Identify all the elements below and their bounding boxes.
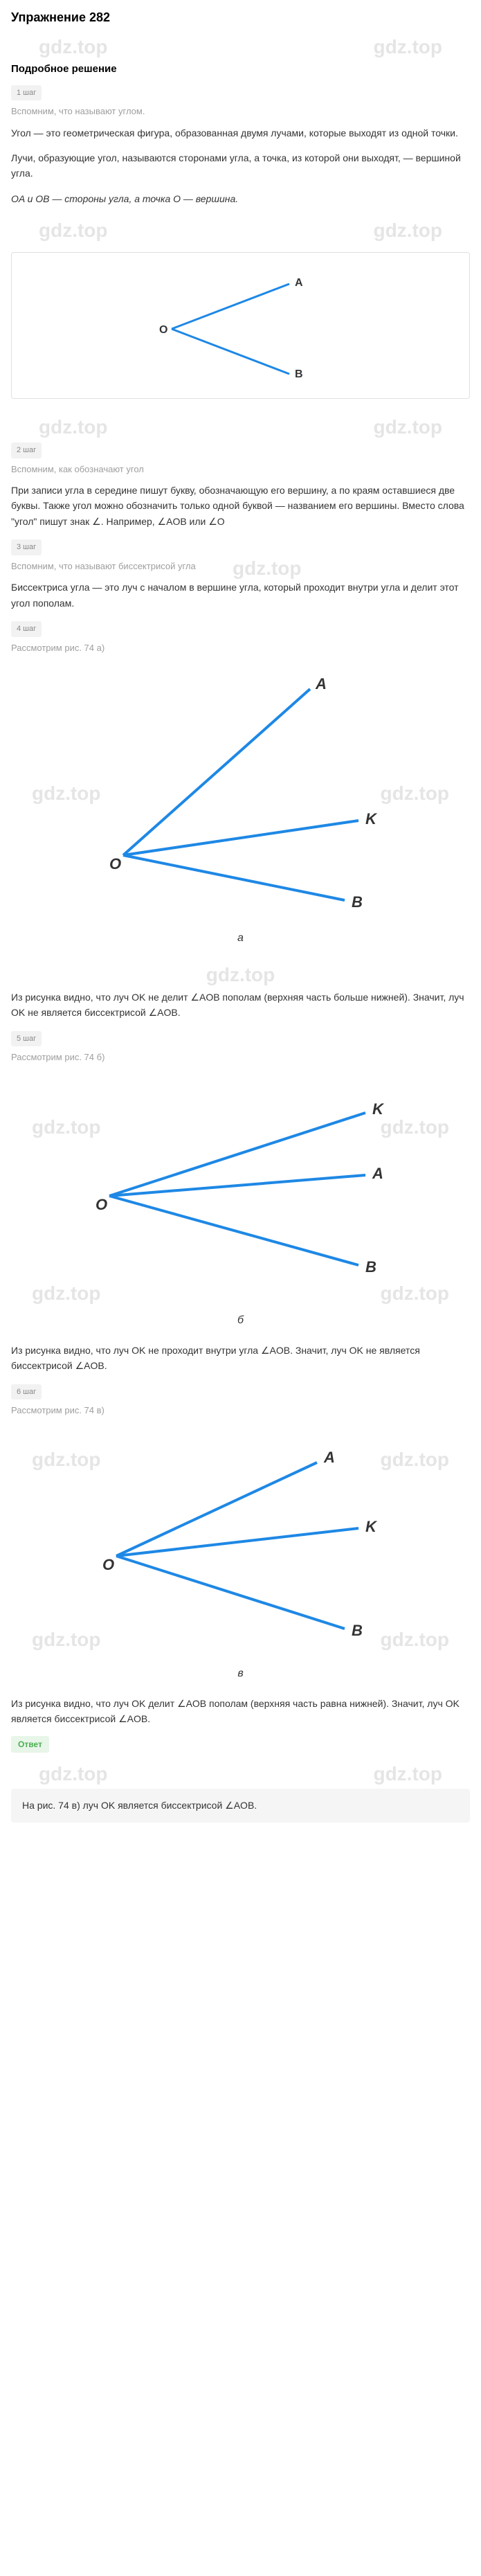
svg-text:A: A bbox=[315, 675, 327, 692]
watermark: gdz.top bbox=[39, 33, 108, 62]
watermark: gdz.top bbox=[39, 413, 108, 442]
paragraph: При записи угла в середине пишут букву, … bbox=[11, 483, 470, 529]
diagram-a-wrapper: A K B O gdz.top gdz.top bbox=[11, 661, 470, 924]
figure-label: а bbox=[11, 930, 470, 947]
svg-text:A: A bbox=[323, 1449, 335, 1466]
step-badge-2: 2 шаг bbox=[11, 442, 42, 458]
watermark: gdz.top bbox=[373, 216, 442, 245]
step-badge-5: 5 шаг bbox=[11, 1031, 42, 1047]
step-hint: Рассмотрим рис. 74 а) bbox=[11, 641, 470, 655]
svg-text:B: B bbox=[365, 1258, 376, 1276]
svg-text:O: O bbox=[96, 1196, 107, 1213]
answer-box: На рис. 74 в) луч OK является биссектрис… bbox=[11, 1789, 470, 1823]
watermark: gdz.top bbox=[373, 1760, 442, 1789]
watermark: gdz.top bbox=[39, 216, 108, 245]
diagram-v-svg: A K B O bbox=[68, 1424, 414, 1660]
svg-text:O: O bbox=[102, 1556, 114, 1573]
watermark-row: gdz.top gdz.top bbox=[11, 1760, 470, 1789]
svg-text:O: O bbox=[109, 855, 121, 873]
svg-text:K: K bbox=[365, 810, 378, 828]
exercise-title: Упражнение 282 bbox=[11, 8, 470, 27]
watermark: gdz.top bbox=[373, 33, 442, 62]
svg-text:B: B bbox=[295, 368, 303, 380]
diagram-a-svg: A K B O bbox=[68, 661, 414, 924]
watermark: gdz.top bbox=[380, 1445, 449, 1474]
figure-label: в bbox=[11, 1665, 470, 1682]
angle-svg: A B O bbox=[144, 260, 338, 391]
paragraph: Угол — это геометрическая фигура, образо… bbox=[11, 125, 470, 141]
diagram-angle-basic: A B O bbox=[11, 252, 470, 399]
step-badge-3: 3 шаг bbox=[11, 539, 42, 555]
step-hint: Вспомним, что называют биссектрисой угла… bbox=[11, 560, 470, 573]
paragraph: OA и OB — стороны угла, а точка O — верш… bbox=[11, 191, 470, 206]
watermark: gdz.top bbox=[380, 1625, 449, 1654]
watermark: gdz.top bbox=[380, 1279, 449, 1308]
watermark-row: gdz.top gdz.top bbox=[11, 413, 470, 442]
step-badge-1: 1 шаг bbox=[11, 85, 42, 101]
svg-text:K: K bbox=[365, 1518, 378, 1535]
watermark: gdz.top bbox=[233, 554, 302, 583]
watermark-row: gdz.top bbox=[11, 960, 470, 990]
diagram-b-wrapper: K A B O gdz.top gdz.top gdz.top gdz.top bbox=[11, 1071, 470, 1307]
watermark: gdz.top bbox=[380, 779, 449, 808]
watermark: gdz.top bbox=[206, 960, 275, 990]
watermark-row: gdz.top gdz.top bbox=[11, 33, 470, 62]
paragraph: Лучи, образующие угол, называются сторон… bbox=[11, 150, 470, 181]
answer-badge: Ответ bbox=[11, 1736, 49, 1753]
watermark: gdz.top bbox=[32, 1279, 101, 1308]
svg-text:O: O bbox=[159, 324, 167, 336]
watermark: gdz.top bbox=[373, 413, 442, 442]
conclusion: Из рисунка видно, что луч OK делит ∠AOB … bbox=[11, 1696, 470, 1727]
conclusion: Из рисунка видно, что луч OK не проходит… bbox=[11, 1343, 470, 1374]
step-hint: Вспомним, как обозначают угол bbox=[11, 463, 470, 476]
diagram-v-wrapper: A K B O gdz.top gdz.top gdz.top gdz.top bbox=[11, 1424, 470, 1660]
conclusion: Из рисунка видно, что луч OK не делит ∠A… bbox=[11, 990, 470, 1021]
watermark-row: gdz.top gdz.top bbox=[11, 216, 470, 245]
step-badge-6: 6 шаг bbox=[11, 1384, 42, 1400]
watermark: gdz.top bbox=[32, 779, 101, 808]
watermark: gdz.top bbox=[32, 1113, 101, 1142]
watermark: gdz.top bbox=[32, 1625, 101, 1654]
step-hint: Рассмотрим рис. 74 в) bbox=[11, 1404, 470, 1417]
watermark: gdz.top bbox=[380, 1113, 449, 1142]
step-hint: Рассмотрим рис. 74 б) bbox=[11, 1050, 470, 1064]
watermark: gdz.top bbox=[39, 1760, 108, 1789]
subtitle: Подробное решение bbox=[11, 62, 470, 78]
diagram-b-svg: K A B O bbox=[68, 1071, 414, 1307]
step-hint: Вспомним, что называют углом. bbox=[11, 105, 470, 118]
svg-text:A: A bbox=[295, 277, 303, 289]
svg-text:B: B bbox=[352, 1622, 363, 1639]
paragraph: Биссектриса угла — это луч с началом в в… bbox=[11, 580, 470, 611]
svg-text:B: B bbox=[352, 893, 363, 911]
svg-text:A: A bbox=[372, 1165, 383, 1182]
step-badge-4: 4 шаг bbox=[11, 621, 42, 637]
watermark: gdz.top bbox=[32, 1445, 101, 1474]
figure-label: б bbox=[11, 1312, 470, 1329]
